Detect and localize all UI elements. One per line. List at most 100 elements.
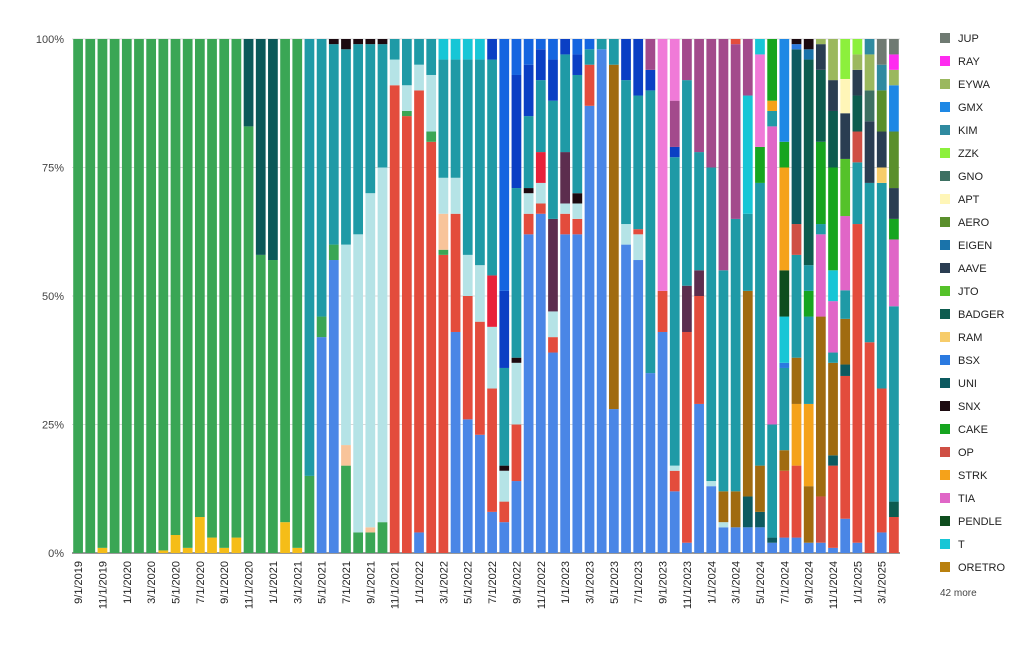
bar-segment[interactable] bbox=[182, 547, 193, 553]
bar-segment[interactable] bbox=[462, 59, 473, 255]
legend-item[interactable]: ORETRO bbox=[940, 562, 1006, 574]
bar-segment[interactable] bbox=[316, 39, 327, 317]
bar-segment[interactable] bbox=[889, 131, 899, 189]
bar-segment[interactable] bbox=[742, 527, 753, 553]
bar-segment[interactable] bbox=[365, 193, 376, 528]
bar-column[interactable] bbox=[682, 39, 692, 553]
bar-segment[interactable] bbox=[255, 39, 266, 255]
bar-column[interactable] bbox=[694, 39, 704, 553]
bar-segment[interactable] bbox=[755, 465, 765, 512]
bar-segment[interactable] bbox=[207, 39, 217, 538]
bar-column[interactable] bbox=[97, 39, 108, 553]
bar-segment[interactable] bbox=[864, 182, 875, 343]
bar-column[interactable] bbox=[450, 39, 461, 553]
bar-column[interactable] bbox=[815, 39, 826, 553]
bar-segment[interactable] bbox=[280, 39, 290, 523]
bar-segment[interactable] bbox=[158, 39, 169, 551]
bar-segment[interactable] bbox=[742, 95, 753, 214]
bar-segment[interactable] bbox=[523, 193, 534, 214]
bar-segment[interactable] bbox=[97, 39, 108, 548]
bar-segment[interactable] bbox=[779, 316, 790, 363]
bar-column[interactable] bbox=[377, 39, 388, 553]
legend-item[interactable]: KIM bbox=[940, 125, 978, 137]
bar-segment[interactable] bbox=[889, 239, 899, 307]
bar-segment[interactable] bbox=[548, 100, 558, 219]
bar-segment[interactable] bbox=[694, 39, 704, 153]
bar-segment[interactable] bbox=[828, 547, 838, 553]
bar-segment[interactable] bbox=[791, 254, 802, 358]
bar-segment[interactable] bbox=[876, 182, 887, 389]
legend-item[interactable]: ZZK bbox=[940, 148, 979, 160]
bar-column[interactable] bbox=[511, 39, 522, 553]
bar-segment[interactable] bbox=[243, 126, 254, 553]
bar-segment[interactable] bbox=[706, 39, 717, 168]
bar-segment[interactable] bbox=[341, 49, 351, 245]
bar-segment[interactable] bbox=[889, 54, 899, 70]
bar-column[interactable] bbox=[803, 39, 814, 553]
bar-segment[interactable] bbox=[438, 39, 449, 60]
bar-segment[interactable] bbox=[377, 44, 388, 168]
bar-segment[interactable] bbox=[523, 234, 534, 553]
bar-segment[interactable] bbox=[572, 193, 583, 204]
bar-segment[interactable] bbox=[682, 542, 692, 553]
legend-item[interactable]: BADGER bbox=[940, 309, 1005, 321]
bar-segment[interactable] bbox=[828, 110, 838, 168]
bar-segment[interactable] bbox=[353, 532, 364, 553]
bar-segment[interactable] bbox=[767, 100, 778, 111]
bar-segment[interactable] bbox=[584, 49, 595, 65]
bar-segment[interactable] bbox=[292, 547, 303, 553]
bar-segment[interactable] bbox=[511, 39, 522, 75]
bar-segment[interactable] bbox=[523, 39, 534, 65]
bar-segment[interactable] bbox=[755, 39, 765, 55]
bar-segment[interactable] bbox=[548, 337, 558, 353]
bar-segment[interactable] bbox=[328, 244, 339, 261]
bar-segment[interactable] bbox=[633, 260, 644, 553]
bar-segment[interactable] bbox=[414, 64, 424, 91]
bar-column[interactable] bbox=[243, 39, 254, 553]
bar-segment[interactable] bbox=[791, 49, 802, 225]
bar-segment[interactable] bbox=[779, 470, 790, 538]
bar-column[interactable] bbox=[316, 39, 327, 553]
bar-segment[interactable] bbox=[779, 537, 790, 553]
bar-segment[interactable] bbox=[840, 113, 851, 159]
bar-segment[interactable] bbox=[791, 224, 802, 255]
bar-segment[interactable] bbox=[803, 59, 814, 266]
bar-segment[interactable] bbox=[85, 39, 96, 553]
bar-segment[interactable] bbox=[755, 54, 765, 147]
bar-column[interactable] bbox=[134, 39, 144, 553]
bar-segment[interactable] bbox=[730, 44, 741, 219]
legend-item[interactable]: APT bbox=[940, 194, 980, 206]
bar-column[interactable] bbox=[353, 39, 364, 553]
legend-item[interactable]: GNO bbox=[940, 171, 984, 183]
bar-segment[interactable] bbox=[341, 244, 351, 446]
bar-segment[interactable] bbox=[669, 100, 680, 147]
bar-segment[interactable] bbox=[645, 39, 656, 70]
bar-segment[interactable] bbox=[304, 475, 315, 553]
bar-column[interactable] bbox=[146, 39, 157, 553]
bar-segment[interactable] bbox=[401, 110, 412, 117]
bar-segment[interactable] bbox=[791, 44, 802, 50]
bar-segment[interactable] bbox=[840, 39, 851, 79]
bar-segment[interactable] bbox=[828, 39, 838, 81]
bar-column[interactable] bbox=[523, 39, 534, 553]
bar-column[interactable] bbox=[572, 39, 583, 553]
bar-segment[interactable] bbox=[669, 39, 680, 101]
bar-segment[interactable] bbox=[876, 532, 887, 553]
bar-segment[interactable] bbox=[535, 80, 546, 153]
bar-segment[interactable] bbox=[742, 496, 753, 528]
bar-segment[interactable] bbox=[657, 39, 668, 291]
bar-segment[interactable] bbox=[828, 167, 838, 271]
bar-segment[interactable] bbox=[341, 445, 351, 466]
bar-segment[interactable] bbox=[231, 537, 242, 553]
bar-segment[interactable] bbox=[97, 547, 108, 553]
bar-segment[interactable] bbox=[779, 450, 790, 471]
bar-segment[interactable] bbox=[401, 116, 412, 553]
bar-segment[interactable] bbox=[268, 39, 278, 261]
bar-segment[interactable] bbox=[840, 216, 851, 291]
bar-segment[interactable] bbox=[450, 177, 461, 214]
bar-column[interactable] bbox=[194, 39, 205, 553]
legend-item[interactable]: OP bbox=[940, 447, 974, 459]
legend-item[interactable]: EIGEN bbox=[940, 240, 992, 252]
bar-segment[interactable] bbox=[548, 59, 558, 101]
bar-segment[interactable] bbox=[767, 39, 778, 101]
